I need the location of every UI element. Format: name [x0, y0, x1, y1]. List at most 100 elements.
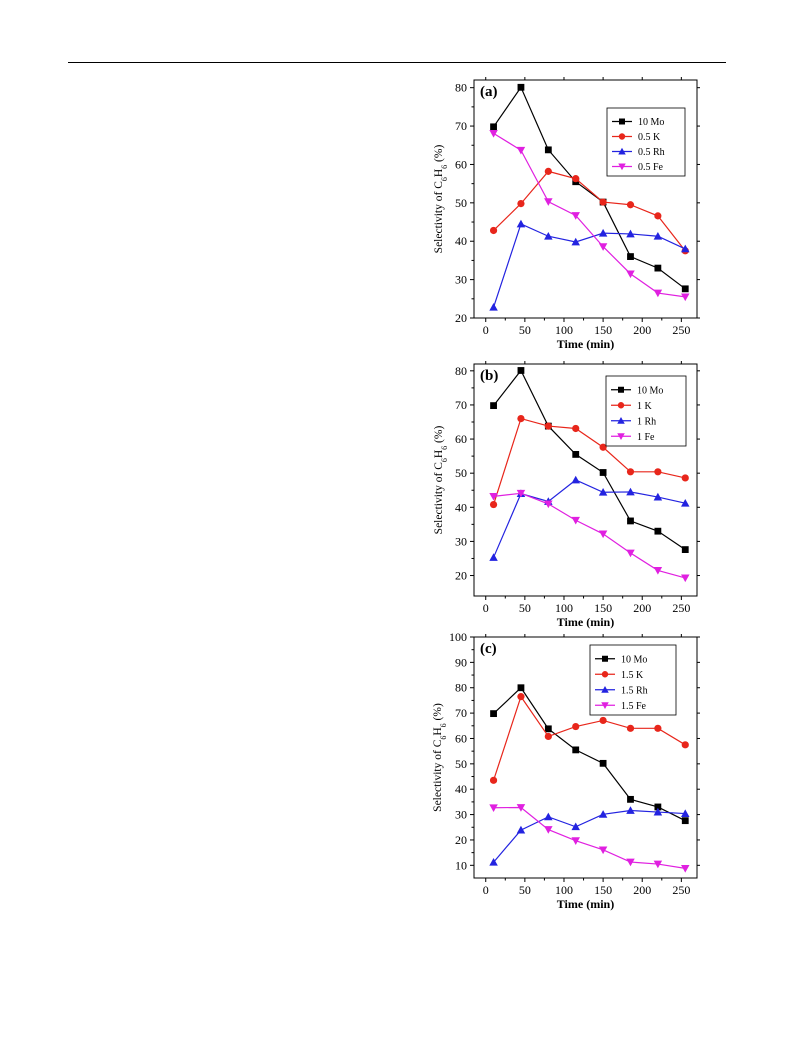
x-tick-label: 0 — [483, 883, 489, 897]
x-tick-label: 50 — [519, 323, 531, 337]
data-point — [599, 759, 607, 767]
y-tick-label: 20 — [455, 833, 467, 847]
data-point — [598, 243, 608, 251]
data-point — [544, 422, 552, 430]
data-point — [627, 517, 634, 525]
chart-panel-a: 0 50 100 150 200 250 20 30 40 50 60 70 80 Time (min) S… — [433, 77, 700, 351]
data-point — [516, 804, 526, 812]
y-axis-title-subscript: 6 — [439, 736, 448, 740]
data-point — [654, 264, 662, 272]
y-axis-title-subscript: 6 — [440, 446, 449, 450]
data-point — [626, 229, 635, 238]
data-point — [544, 500, 553, 509]
x-tick-label: 150 — [594, 601, 612, 615]
data-point — [681, 817, 689, 825]
data-point — [489, 492, 498, 501]
data-point — [653, 860, 663, 869]
data-point — [571, 822, 580, 831]
legend-label: 0.5 Rh — [638, 147, 665, 158]
y-tick-label: 40 — [455, 782, 467, 796]
data-point — [654, 803, 662, 811]
data-point — [626, 858, 635, 867]
y-axis-title-part: Selectivity of C — [433, 462, 445, 535]
legend-label: 0.5 Fe — [638, 162, 664, 173]
data-point — [681, 293, 690, 302]
y-axis-title-part: Selectivity of C — [433, 181, 445, 254]
panel-label: (b) — [480, 368, 498, 384]
data-point — [627, 795, 634, 803]
legend-marker — [601, 671, 609, 678]
x-tick-label: 50 — [519, 601, 531, 615]
series-line — [493, 806, 686, 869]
data-point — [681, 574, 690, 583]
x-tick-label: 0 — [483, 323, 489, 337]
y-tick-label: 30 — [455, 808, 467, 822]
x-tick-label: 250 — [672, 883, 690, 897]
plot-frame — [473, 363, 698, 597]
y-axis-title-part: (%) — [432, 703, 444, 723]
data-point — [653, 231, 663, 240]
data-point — [517, 367, 525, 374]
y-tick-label: 10 — [455, 858, 467, 872]
legend-marker — [618, 147, 626, 155]
y-axis-title: Selectivity of C6H6 (%) — [433, 426, 449, 535]
data-point — [599, 469, 607, 476]
legend-marker — [618, 133, 626, 140]
data-point — [681, 809, 690, 817]
data-point — [489, 553, 498, 561]
y-axis-title-subscript: 6 — [439, 723, 448, 727]
y-tick-label: 50 — [455, 466, 467, 480]
data-point — [626, 201, 635, 209]
y-axis-title-part: H — [432, 727, 444, 735]
data-point — [681, 546, 689, 553]
x-tick-label: 250 — [672, 601, 690, 615]
legend-marker — [617, 417, 625, 424]
data-point — [598, 488, 608, 496]
data-point — [654, 527, 662, 535]
data-point — [626, 487, 635, 496]
data-point — [489, 500, 498, 509]
data-point — [544, 826, 553, 834]
series-line — [492, 223, 686, 308]
y-axis-title-subscript: 6 — [440, 165, 449, 169]
chart-panel-c: 0 50 100 150 200 250102030405060708090100Time… — [432, 630, 700, 911]
data-point — [544, 812, 553, 821]
page-header-rule — [68, 62, 726, 63]
data-point — [572, 722, 580, 731]
y-tick-label: 90 — [455, 655, 467, 669]
data-point — [626, 549, 635, 558]
series-line — [493, 132, 686, 298]
legend-label: 10 Mo — [637, 385, 663, 396]
data-point — [516, 825, 526, 834]
data-point — [516, 146, 526, 155]
y-tick-label: 30 — [455, 273, 467, 287]
legend-label: 1 Fe — [637, 432, 655, 443]
x-tick-label: 200 — [633, 601, 651, 615]
x-axis-title: Time (min) — [557, 897, 614, 911]
y-tick-label: 70 — [455, 706, 467, 720]
x-tick-label: 250 — [672, 323, 690, 337]
series-line — [493, 686, 686, 822]
y-tick-label: 40 — [455, 234, 467, 248]
data-point — [490, 710, 497, 718]
data-point — [517, 414, 525, 423]
data-point — [544, 198, 553, 206]
data-point — [653, 492, 663, 501]
chart-panel-b: 0 50 100 150 200 250 20 30 40 50 60 70 80 Time (min) S… — [433, 361, 700, 629]
y-tick-label: 80 — [455, 81, 467, 95]
data-point — [516, 489, 526, 498]
data-point — [626, 468, 635, 476]
data-point — [626, 724, 635, 732]
data-point — [572, 175, 580, 183]
series-line — [493, 809, 686, 863]
y-axis-title-part: H — [433, 169, 445, 177]
data-point — [598, 810, 608, 818]
data-point — [681, 474, 689, 482]
x-tick-label: 100 — [555, 601, 573, 615]
data-point — [626, 806, 635, 814]
data-point — [681, 244, 690, 253]
data-point — [572, 746, 580, 754]
data-point — [571, 516, 580, 525]
legend-marker — [601, 686, 609, 693]
